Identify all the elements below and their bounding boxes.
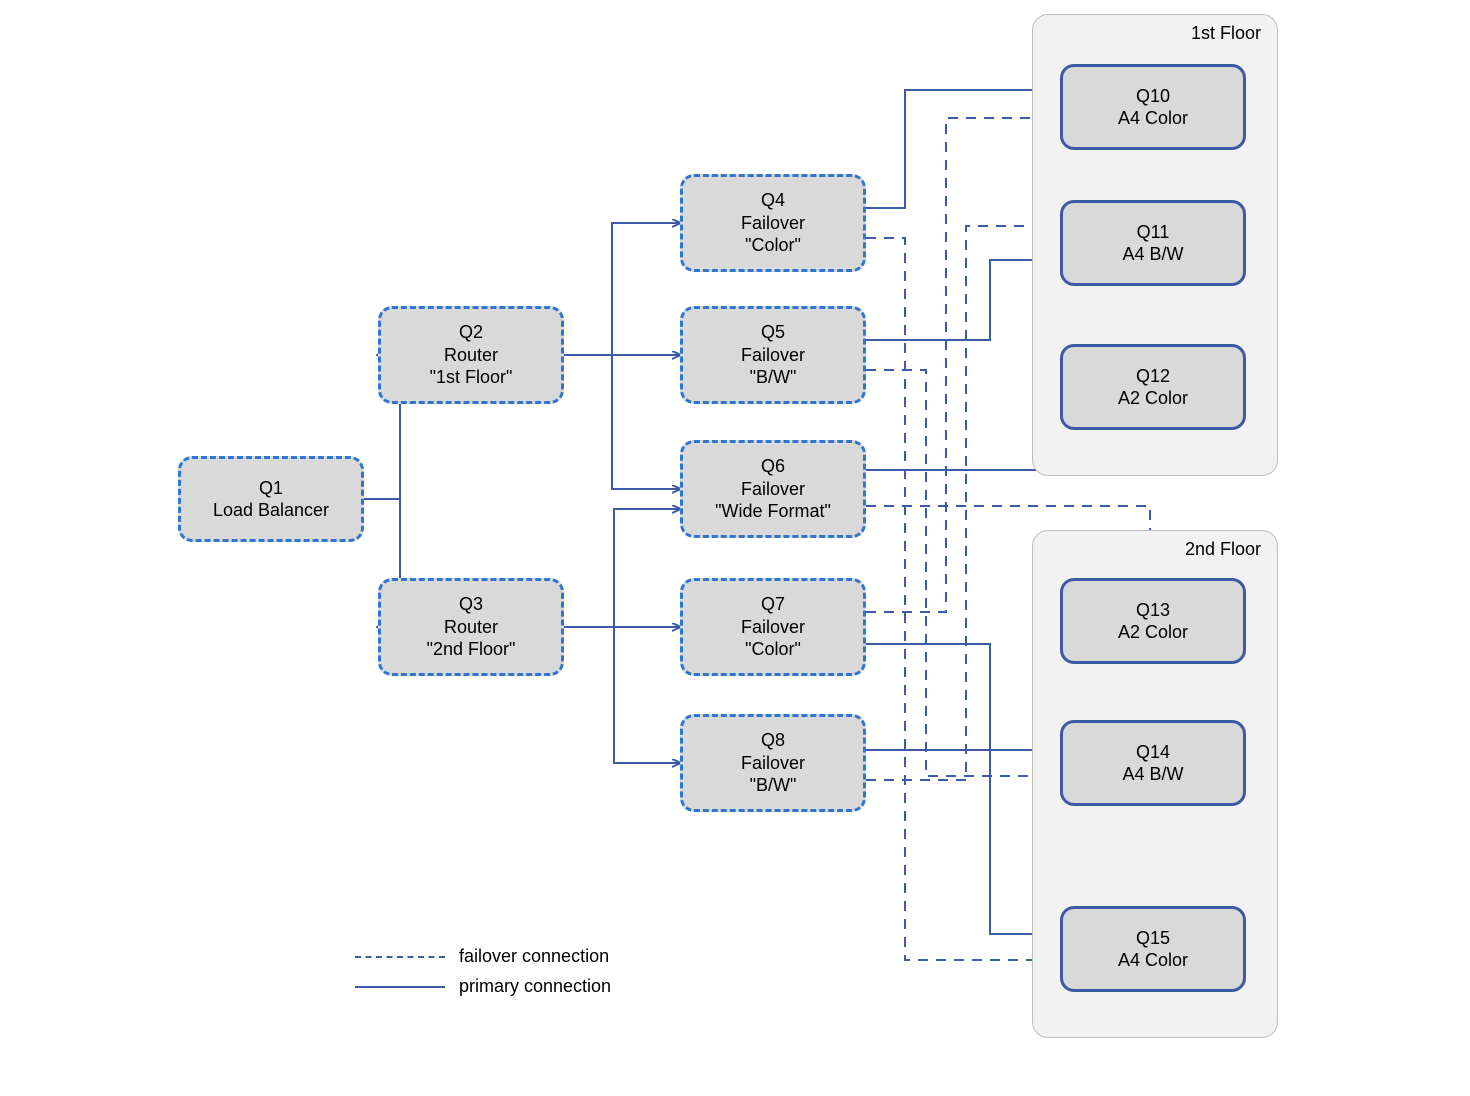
node-Q2: Q2Router"1st Floor" <box>378 306 564 404</box>
node-Q2-line1: Router <box>444 344 498 367</box>
edge-Q3-Q8 <box>564 627 680 763</box>
node-Q12-line1: A2 Color <box>1118 387 1188 410</box>
node-Q14-line1: A4 B/W <box>1122 763 1183 786</box>
node-Q3-line2: "2nd Floor" <box>427 638 516 661</box>
edge-Q5-Q14 <box>866 370 1060 776</box>
legend-label-solid: primary connection <box>459 976 611 997</box>
group-label-floor1: 1st Floor <box>1191 23 1261 44</box>
node-Q6-line2: "Wide Format" <box>715 500 831 523</box>
node-Q11-line0: Q11 <box>1137 221 1170 244</box>
edge-Q2-Q4 <box>564 223 680 355</box>
node-Q14: Q14A4 B/W <box>1060 720 1246 806</box>
node-Q6: Q6Failover"Wide Format" <box>680 440 866 538</box>
legend-solid: primary connection <box>355 976 611 997</box>
legend-line-solid <box>355 986 445 988</box>
edge-Q7-Q10 <box>866 118 1060 612</box>
legend-line-dashed <box>355 956 445 958</box>
node-Q15-line0: Q15 <box>1136 927 1170 950</box>
diagram-canvas: 1st Floor2nd FloorQ1Load BalancerQ2Route… <box>0 0 1470 1096</box>
node-Q11: Q11A4 B/W <box>1060 200 1246 286</box>
node-Q4: Q4Failover"Color" <box>680 174 866 272</box>
node-Q6-line0: Q6 <box>761 455 785 478</box>
edge-Q4-Q15 <box>866 238 1060 960</box>
node-Q3-line1: Router <box>444 616 498 639</box>
node-Q7-line0: Q7 <box>761 593 785 616</box>
node-Q4-line0: Q4 <box>761 189 785 212</box>
node-Q4-line1: Failover <box>741 212 805 235</box>
group-label-floor2: 2nd Floor <box>1185 539 1261 560</box>
node-Q12-line0: Q12 <box>1136 365 1170 388</box>
node-Q8-line2: "B/W" <box>750 774 797 797</box>
edge-Q7-Q15 <box>866 644 1060 934</box>
node-Q5-line0: Q5 <box>761 321 785 344</box>
node-Q4-line2: "Color" <box>745 234 801 257</box>
node-Q10: Q10A4 Color <box>1060 64 1246 150</box>
node-Q15: Q15A4 Color <box>1060 906 1246 992</box>
node-Q8: Q8Failover"B/W" <box>680 714 866 812</box>
node-Q2-line0: Q2 <box>459 321 483 344</box>
node-Q15-line1: A4 Color <box>1118 949 1188 972</box>
node-Q3-line0: Q3 <box>459 593 483 616</box>
node-Q13-line0: Q13 <box>1136 599 1170 622</box>
node-Q12: Q12A2 Color <box>1060 344 1246 430</box>
node-Q5: Q5Failover"B/W" <box>680 306 866 404</box>
node-Q3: Q3Router"2nd Floor" <box>378 578 564 676</box>
legend-dashed: failover connection <box>355 946 609 967</box>
node-Q13: Q13A2 Color <box>1060 578 1246 664</box>
node-Q7-line2: "Color" <box>745 638 801 661</box>
node-Q7-line1: Failover <box>741 616 805 639</box>
node-Q1-line1: Load Balancer <box>213 499 329 522</box>
node-Q10-line0: Q10 <box>1136 85 1170 108</box>
node-Q5-line1: Failover <box>741 344 805 367</box>
node-Q2-line2: "1st Floor" <box>430 366 513 389</box>
node-Q10-line1: A4 Color <box>1118 107 1188 130</box>
edge-Q8-Q11 <box>866 226 1060 780</box>
edge-Q4-Q10 <box>866 90 1060 208</box>
node-Q1: Q1Load Balancer <box>178 456 364 542</box>
node-Q8-line1: Failover <box>741 752 805 775</box>
edge-Q5-Q11 <box>866 260 1060 340</box>
node-Q1-line0: Q1 <box>259 477 283 500</box>
node-Q11-line1: A4 B/W <box>1122 243 1183 266</box>
node-Q6-line1: Failover <box>741 478 805 501</box>
edge-Q2-Q6 <box>564 355 680 489</box>
node-Q5-line2: "B/W" <box>750 366 797 389</box>
legend-label-dashed: failover connection <box>459 946 609 967</box>
node-Q13-line1: A2 Color <box>1118 621 1188 644</box>
node-Q7: Q7Failover"Color" <box>680 578 866 676</box>
node-Q14-line0: Q14 <box>1136 741 1170 764</box>
edge-Q3-Q6 <box>564 509 680 627</box>
node-Q8-line0: Q8 <box>761 729 785 752</box>
